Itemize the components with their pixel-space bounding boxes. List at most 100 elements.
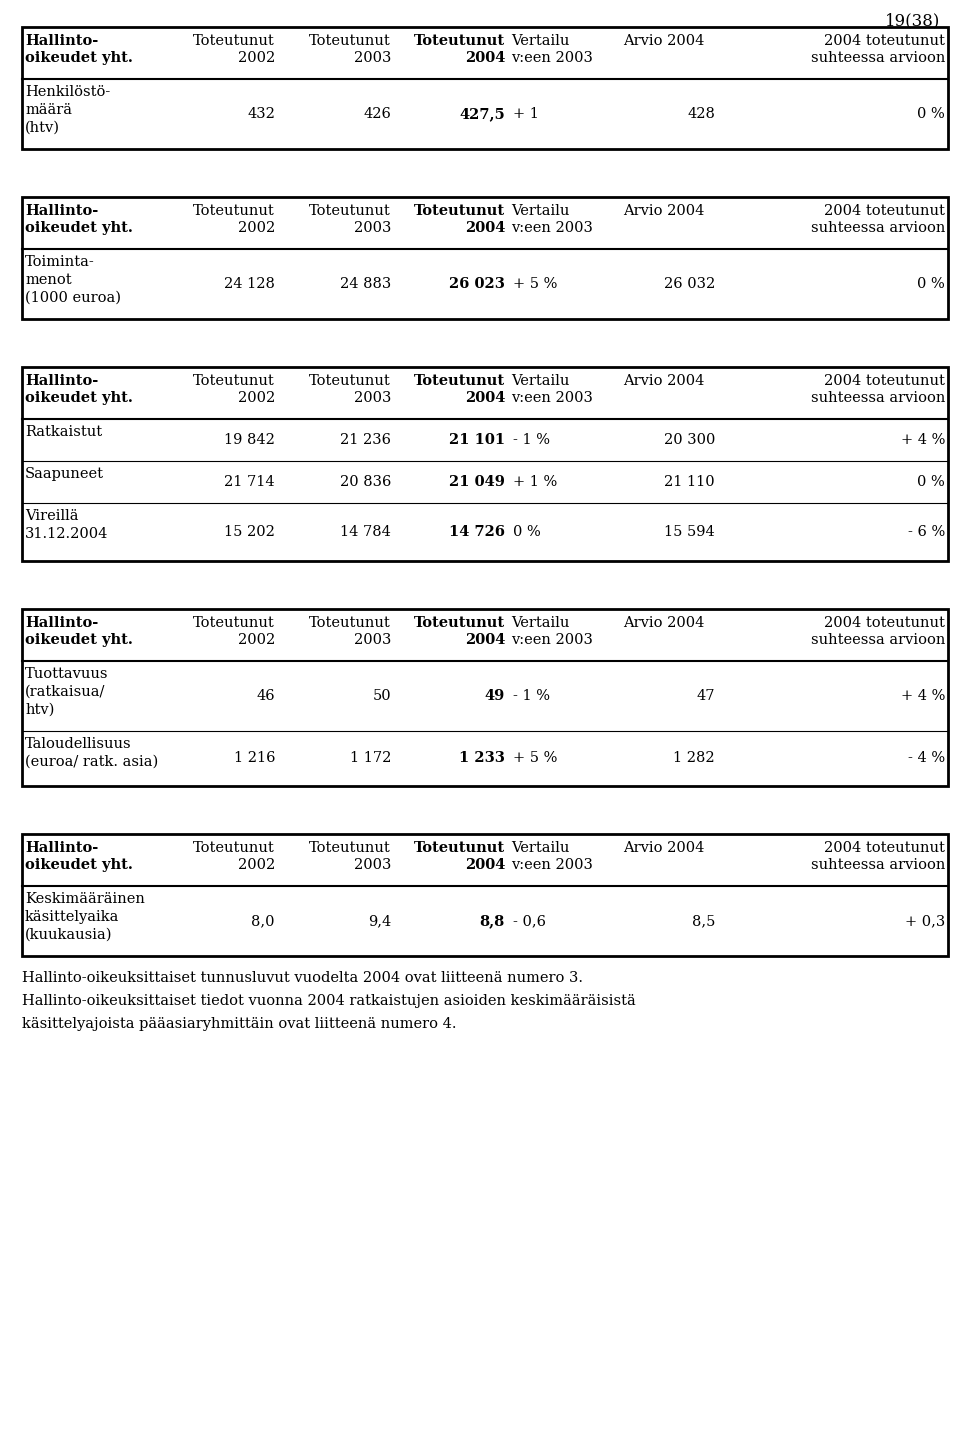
Text: suhteessa arvioon: suhteessa arvioon [810,221,945,235]
Text: 2004: 2004 [465,50,505,65]
Text: v:een 2003: v:een 2003 [511,50,593,65]
Text: oikeudet yht.: oikeudet yht. [25,391,132,405]
Text: 21 101: 21 101 [449,433,505,447]
Text: + 4 %: + 4 % [900,433,945,447]
Text: 428: 428 [687,107,715,121]
Text: v:een 2003: v:een 2003 [511,221,593,235]
Text: 2003: 2003 [353,858,391,872]
Text: 21 110: 21 110 [664,474,715,489]
Text: 2002: 2002 [238,221,275,235]
Text: Toteutunut: Toteutunut [309,616,391,630]
Text: Toteutunut: Toteutunut [193,203,275,218]
Text: Keskimääräinen
käsittelyaika
(kuukausia): Keskimääräinen käsittelyaika (kuukausia) [25,893,145,942]
Text: 432: 432 [247,107,275,121]
Text: Toteutunut: Toteutunut [414,203,505,218]
Text: 1 172: 1 172 [349,751,391,766]
Text: Toteutunut: Toteutunut [193,35,275,48]
Text: Toteutunut: Toteutunut [193,373,275,388]
Text: 426: 426 [363,107,391,121]
Text: 2002: 2002 [238,858,275,872]
Text: 21 049: 21 049 [449,474,505,489]
Text: Hallinto-: Hallinto- [25,203,98,218]
Text: 2003: 2003 [353,391,391,405]
Text: 2004: 2004 [465,633,505,647]
Text: Hallinto-oikeuksittaiset tunnusluvut vuodelta 2004 ovat liitteenä numero 3.: Hallinto-oikeuksittaiset tunnusluvut vuo… [22,970,583,985]
Text: oikeudet yht.: oikeudet yht. [25,633,132,647]
Text: - 1 %: - 1 % [513,433,550,447]
Text: + 1 %: + 1 % [513,474,557,489]
Text: 14 784: 14 784 [340,525,391,539]
Text: 24 883: 24 883 [340,277,391,291]
Text: oikeudet yht.: oikeudet yht. [25,858,132,872]
Text: v:een 2003: v:een 2003 [511,391,593,405]
Text: Hallinto-: Hallinto- [25,841,98,855]
Text: 49: 49 [485,689,505,704]
Text: - 1 %: - 1 % [513,689,550,704]
Text: Toteutunut: Toteutunut [193,841,275,855]
Text: Toteutunut: Toteutunut [193,616,275,630]
Text: - 6 %: - 6 % [908,525,945,539]
Text: Toteutunut: Toteutunut [309,841,391,855]
Text: 2002: 2002 [238,50,275,65]
Text: Ratkaistut: Ratkaistut [25,425,102,438]
Text: Arvio 2004: Arvio 2004 [623,373,705,388]
Text: 0 %: 0 % [917,277,945,291]
Text: Toteutunut: Toteutunut [309,373,391,388]
Text: 26 032: 26 032 [663,277,715,291]
Text: + 1: + 1 [513,107,539,121]
Text: 0 %: 0 % [513,525,540,539]
Text: 2002: 2002 [238,633,275,647]
Bar [22,27,948,149]
Text: 2004: 2004 [465,221,505,235]
Text: + 5 %: + 5 % [513,277,558,291]
Text: Toteutunut: Toteutunut [414,35,505,48]
Text: Taloudellisuus
(euroa/ ratk. asia): Taloudellisuus (euroa/ ratk. asia) [25,737,158,769]
Text: 2002: 2002 [238,391,275,405]
Text: Arvio 2004: Arvio 2004 [623,616,705,630]
Text: Vireillä
31.12.2004: Vireillä 31.12.2004 [25,509,108,541]
Bar [22,198,948,319]
Text: suhteessa arvioon: suhteessa arvioon [810,633,945,647]
Text: 8,0: 8,0 [252,914,275,929]
Text: Hallinto-: Hallinto- [25,35,98,48]
Text: 2004 toteutunut: 2004 toteutunut [824,203,945,218]
Text: käsittelyajoista pääasiaryhmittäin ovat liitteenä numero 4.: käsittelyajoista pääasiaryhmittäin ovat … [22,1017,457,1031]
Text: 2004 toteutunut: 2004 toteutunut [824,616,945,630]
Text: Henkilöstö-
määrä
(htv): Henkilöstö- määrä (htv) [25,85,110,134]
Text: Toiminta-
menot
(1000 euroa): Toiminta- menot (1000 euroa) [25,255,121,304]
Text: 15 594: 15 594 [664,525,715,539]
Text: oikeudet yht.: oikeudet yht. [25,50,132,65]
Text: 2003: 2003 [353,633,391,647]
Text: 14 726: 14 726 [449,525,505,539]
Text: Toteutunut: Toteutunut [309,35,391,48]
Text: Hallinto-oikeuksittaiset tiedot vuonna 2004 ratkaistujen asioiden keskimääräisis: Hallinto-oikeuksittaiset tiedot vuonna 2… [22,994,636,1008]
Text: 2004: 2004 [465,391,505,405]
Text: suhteessa arvioon: suhteessa arvioon [810,858,945,872]
Text: 2004: 2004 [465,858,505,872]
Text: 0 %: 0 % [917,107,945,121]
Text: 19 842: 19 842 [224,433,275,447]
Text: 2003: 2003 [353,50,391,65]
Text: Vertailu: Vertailu [511,841,569,855]
Text: 50: 50 [372,689,391,704]
Text: 20 300: 20 300 [663,433,715,447]
Text: 2004 toteutunut: 2004 toteutunut [824,373,945,388]
Text: Vertailu: Vertailu [511,373,569,388]
Text: v:een 2003: v:een 2003 [511,633,593,647]
Text: 1 282: 1 282 [673,751,715,766]
Text: 8,5: 8,5 [691,914,715,929]
Text: 9,4: 9,4 [368,914,391,929]
Text: - 4 %: - 4 % [908,751,945,766]
Text: Saapuneet: Saapuneet [25,467,104,482]
Text: suhteessa arvioon: suhteessa arvioon [810,50,945,65]
Text: Vertailu: Vertailu [511,203,569,218]
Text: Toteutunut: Toteutunut [414,841,505,855]
Text: oikeudet yht.: oikeudet yht. [25,221,132,235]
Text: Vertailu: Vertailu [511,616,569,630]
Text: 46: 46 [256,689,275,704]
Text: + 4 %: + 4 % [900,689,945,704]
Text: Tuottavuus
(ratkaisua/
htv): Tuottavuus (ratkaisua/ htv) [25,668,108,717]
Text: 0 %: 0 % [917,474,945,489]
Text: 2003: 2003 [353,221,391,235]
Text: 15 202: 15 202 [224,525,275,539]
